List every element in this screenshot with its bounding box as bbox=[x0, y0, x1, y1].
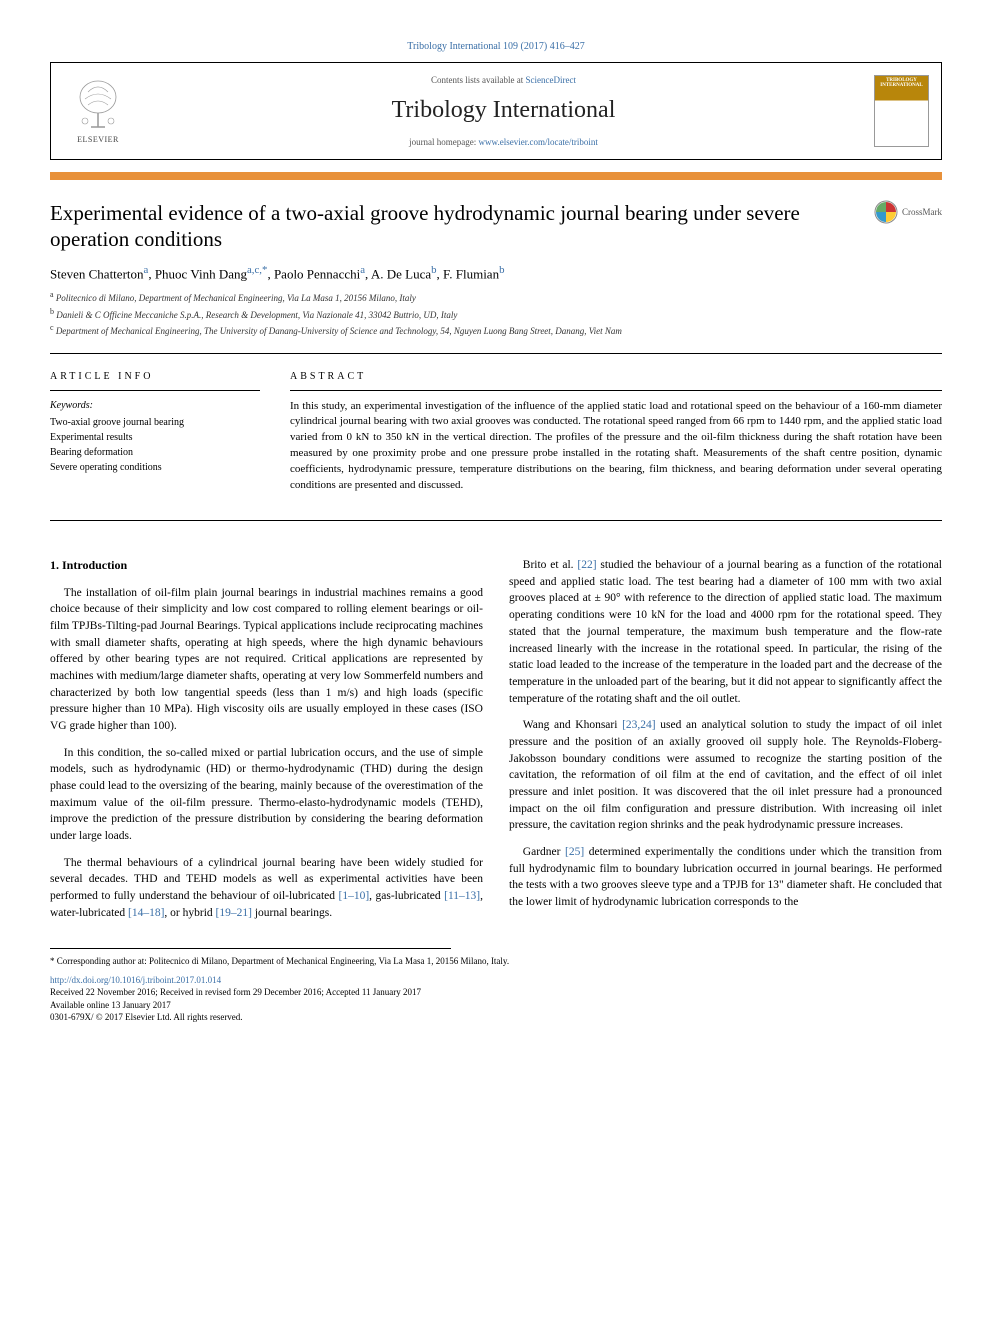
author-name: Phuoc Vinh Dang bbox=[155, 266, 247, 281]
running-header: Tribology International 109 (2017) 416–4… bbox=[50, 40, 942, 54]
corresponding-author: * Corresponding author at: Politecnico d… bbox=[50, 955, 942, 968]
ref-link-11-13[interactable]: [11–13] bbox=[444, 890, 480, 902]
crossmark-badge[interactable]: CrossMark bbox=[874, 200, 942, 224]
author-affil-link[interactable]: a bbox=[360, 264, 365, 276]
body-columns: 1. Introduction The installation of oil-… bbox=[50, 557, 942, 926]
journal-name: Tribology International bbox=[133, 94, 874, 128]
doi-link[interactable]: http://dx.doi.org/10.1016/j.triboint.201… bbox=[50, 975, 221, 985]
para-3-text-d: , or hybrid bbox=[164, 907, 215, 919]
ref-link-1-10[interactable]: [1–10] bbox=[338, 890, 369, 902]
journal-cover-thumb: TRIBOLOGY INTERNATIONAL bbox=[874, 75, 929, 147]
para-6: Gardner [25] determined experimentally t… bbox=[509, 844, 942, 911]
keyword-item: Two-axial groove journal bearing bbox=[50, 415, 260, 430]
author-name: F. Flumian bbox=[443, 266, 499, 281]
author-name: Paolo Pennacchi bbox=[274, 266, 360, 281]
copyright-line: 0301-679X/ © 2017 Elsevier Ltd. All righ… bbox=[50, 1011, 942, 1024]
authors-line: Steven Chattertona, Phuoc Vinh Danga,c,*… bbox=[50, 263, 942, 284]
para-5-text-b: used an analytical solution to study the… bbox=[509, 719, 942, 831]
accent-bar bbox=[50, 172, 942, 180]
elsevier-logo: ELSEVIER bbox=[63, 71, 133, 151]
article-info-label: ARTICLE INFO bbox=[50, 364, 260, 391]
section-heading-1: 1. Introduction bbox=[50, 557, 483, 574]
article-info-column: ARTICLE INFO Keywords: Two-axial groove … bbox=[50, 364, 260, 495]
crossmark-icon bbox=[874, 200, 898, 224]
contents-line: Contents lists available at ScienceDirec… bbox=[133, 74, 874, 87]
elsevier-tree-icon bbox=[73, 77, 123, 132]
author-affil-link[interactable]: a bbox=[144, 264, 149, 276]
ref-link-25[interactable]: [25] bbox=[565, 846, 584, 858]
ref-link-23-24[interactable]: [23,24] bbox=[622, 719, 656, 731]
author-affil-link[interactable]: b bbox=[499, 264, 504, 276]
keyword-item: Severe operating conditions bbox=[50, 460, 260, 475]
contents-prefix: Contents lists available at bbox=[431, 75, 525, 85]
abstract-label: ABSTRACT bbox=[290, 364, 942, 391]
sciencedirect-link[interactable]: ScienceDirect bbox=[526, 75, 576, 85]
affiliation-line: b Danieli & C Officine Meccaniche S.p.A.… bbox=[50, 306, 942, 323]
keyword-item: Bearing deformation bbox=[50, 445, 260, 460]
para-4-text-a: Brito et al. bbox=[523, 559, 578, 571]
received-line: Received 22 November 2016; Received in r… bbox=[50, 986, 942, 999]
para-1: The installation of oil-film plain journ… bbox=[50, 585, 483, 735]
available-line: Available online 13 January 2017 bbox=[50, 999, 942, 1012]
masthead: ELSEVIER Contents lists available at Sci… bbox=[50, 62, 942, 160]
ref-link-14-18[interactable]: [14–18] bbox=[128, 907, 164, 919]
affiliation-line: a Politecnico di Milano, Department of M… bbox=[50, 289, 942, 306]
author-name: Steven Chatterton bbox=[50, 266, 144, 281]
abstract-text: In this study, an experimental investiga… bbox=[290, 399, 942, 495]
affiliations: a Politecnico di Milano, Department of M… bbox=[50, 289, 942, 339]
author-name: A. De Luca bbox=[371, 266, 431, 281]
para-3-text-b: , gas-lubricated bbox=[369, 890, 444, 902]
crossmark-label: CrossMark bbox=[902, 206, 942, 219]
keywords-list: Two-axial groove journal bearingExperime… bbox=[50, 415, 260, 475]
abstract-column: ABSTRACT In this study, an experimental … bbox=[290, 364, 942, 495]
keyword-item: Experimental results bbox=[50, 430, 260, 445]
author-affil-link[interactable]: a,c,* bbox=[247, 264, 267, 276]
author-affil-link[interactable]: b bbox=[431, 264, 436, 276]
para-2: In this condition, the so-called mixed o… bbox=[50, 745, 483, 845]
ref-link-19-21[interactable]: [19–21] bbox=[216, 907, 252, 919]
para-5-text-a: Wang and Khonsari bbox=[523, 719, 622, 731]
homepage-prefix: journal homepage: bbox=[409, 137, 478, 147]
cover-title: TRIBOLOGY INTERNATIONAL bbox=[875, 78, 928, 88]
para-5: Wang and Khonsari [23,24] used an analyt… bbox=[509, 717, 942, 834]
para-4-text-b: studied the behaviour of a journal beari… bbox=[509, 559, 942, 704]
keywords-label: Keywords: bbox=[50, 399, 260, 413]
ref-link-22[interactable]: [22] bbox=[577, 559, 596, 571]
masthead-center: Contents lists available at ScienceDirec… bbox=[133, 74, 874, 149]
article-title: Experimental evidence of a two-axial gro… bbox=[50, 200, 854, 253]
para-3-text-e: journal bearings. bbox=[252, 907, 332, 919]
homepage-link[interactable]: www.elsevier.com/locate/triboint bbox=[479, 137, 598, 147]
para-6-text-a: Gardner bbox=[523, 846, 565, 858]
footnotes: * Corresponding author at: Politecnico d… bbox=[50, 955, 942, 1024]
para-3: The thermal behaviours of a cylindrical … bbox=[50, 855, 483, 922]
homepage-line: journal homepage: www.elsevier.com/locat… bbox=[133, 136, 874, 149]
publisher-name: ELSEVIER bbox=[77, 134, 119, 145]
para-4: Brito et al. [22] studied the behaviour … bbox=[509, 557, 942, 707]
affiliation-line: c Department of Mechanical Engineering, … bbox=[50, 322, 942, 339]
